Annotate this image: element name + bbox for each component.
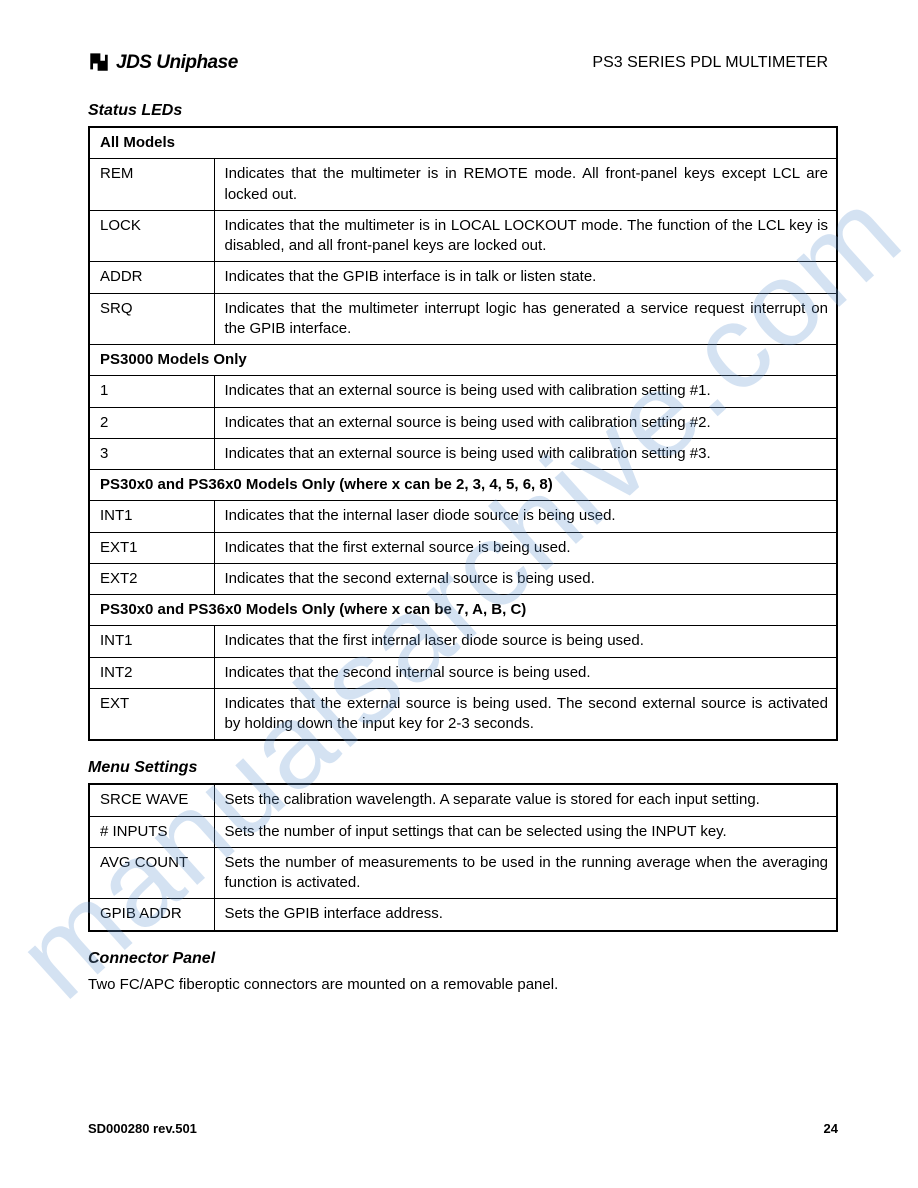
table-subheader: PS3000 Models Only — [89, 345, 837, 376]
cell-key: 3 — [89, 438, 214, 469]
cell-desc: Indicates that the external source is be… — [214, 688, 837, 740]
cell-desc: Indicates that the multimeter is in LOCA… — [214, 210, 837, 262]
footer-page-num: 24 — [824, 1121, 838, 1136]
cell-desc: Indicates that the multimeter interrupt … — [214, 293, 837, 345]
cell-key: INT1 — [89, 501, 214, 532]
cell-key: 1 — [89, 376, 214, 407]
cell-desc: Indicates that the multimeter is in REMO… — [214, 159, 837, 211]
cell-key: AVG COUNT — [89, 847, 214, 899]
cell-desc: Indicates that the first internal laser … — [214, 626, 837, 657]
table-row: 1Indicates that an external source is be… — [89, 376, 837, 407]
cell-key: EXT1 — [89, 532, 214, 563]
footer-doc-rev: SD000280 rev.501 — [88, 1121, 197, 1136]
cell-desc: Indicates that the second internal sourc… — [214, 657, 837, 688]
cell-key: EXT2 — [89, 563, 214, 594]
table-row: AVG COUNTSets the number of measurements… — [89, 847, 837, 899]
connector-panel-body: Two FC/APC fiberoptic connectors are mou… — [88, 976, 838, 993]
logo-icon — [88, 52, 110, 74]
company-logo: JDS Uniphase — [88, 52, 238, 74]
cell-key: REM — [89, 159, 214, 211]
cell-desc: Sets the GPIB interface address. — [214, 899, 837, 931]
table-row: LOCKIndicates that the multimeter is in … — [89, 210, 837, 262]
table-subheader: PS30x0 and PS36x0 Models Only (where x c… — [89, 595, 837, 626]
company-name: JDS Uniphase — [116, 52, 238, 74]
table-row: EXT2Indicates that the second external s… — [89, 563, 837, 594]
cell-key: LOCK — [89, 210, 214, 262]
page-footer: SD000280 rev.501 24 — [88, 1121, 838, 1136]
table-row: EXTIndicates that the external source is… — [89, 688, 837, 740]
cell-desc: Indicates that an external source is bei… — [214, 407, 837, 438]
cell-key: 2 — [89, 407, 214, 438]
page-content: JDS Uniphase PS3 SERIES PDL MULTIMETER S… — [0, 0, 918, 1188]
table-row: 2Indicates that an external source is be… — [89, 407, 837, 438]
cell-key: INT1 — [89, 626, 214, 657]
section-heading-status-leds: Status LEDs — [88, 102, 838, 120]
cell-desc: Indicates that the first external source… — [214, 532, 837, 563]
table-row: INT2Indicates that the second internal s… — [89, 657, 837, 688]
table-row: GPIB ADDRSets the GPIB interface address… — [89, 899, 837, 931]
cell-desc: Sets the number of measurements to be us… — [214, 847, 837, 899]
cell-key: # INPUTS — [89, 816, 214, 847]
table-row: 3Indicates that an external source is be… — [89, 438, 837, 469]
section-heading-menu-settings: Menu Settings — [88, 759, 838, 777]
cell-key: SRQ — [89, 293, 214, 345]
table-row: SRCE WAVESets the calibration wavelength… — [89, 784, 837, 816]
table-subheader: PS30x0 and PS36x0 Models Only (where x c… — [89, 470, 837, 501]
cell-desc: Indicates that the second external sourc… — [214, 563, 837, 594]
table-row: SRQIndicates that the multimeter interru… — [89, 293, 837, 345]
table-subheader: All Models — [89, 127, 837, 159]
section-heading-connector-panel: Connector Panel — [88, 950, 838, 968]
cell-key: EXT — [89, 688, 214, 740]
cell-desc: Indicates that the GPIB interface is in … — [214, 262, 837, 293]
table-row: INT1Indicates that the internal laser di… — [89, 501, 837, 532]
table-row: INT1Indicates that the first internal la… — [89, 626, 837, 657]
doc-title: PS3 SERIES PDL MULTIMETER — [592, 54, 828, 72]
cell-desc: Sets the number of input settings that c… — [214, 816, 837, 847]
page-header: JDS Uniphase PS3 SERIES PDL MULTIMETER — [88, 52, 838, 74]
cell-desc: Sets the calibration wavelength. A separ… — [214, 784, 837, 816]
table-row: EXT1Indicates that the first external so… — [89, 532, 837, 563]
cell-desc: Indicates that an external source is bei… — [214, 438, 837, 469]
menu-settings-table: SRCE WAVESets the calibration wavelength… — [88, 783, 838, 931]
cell-desc: Indicates that an external source is bei… — [214, 376, 837, 407]
table-row: REMIndicates that the multimeter is in R… — [89, 159, 837, 211]
cell-key: INT2 — [89, 657, 214, 688]
cell-desc: Indicates that the internal laser diode … — [214, 501, 837, 532]
table-row: # INPUTSSets the number of input setting… — [89, 816, 837, 847]
cell-key: GPIB ADDR — [89, 899, 214, 931]
table-row: ADDRIndicates that the GPIB interface is… — [89, 262, 837, 293]
status-leds-table: All Models REMIndicates that the multime… — [88, 126, 838, 741]
cell-key: SRCE WAVE — [89, 784, 214, 816]
cell-key: ADDR — [89, 262, 214, 293]
